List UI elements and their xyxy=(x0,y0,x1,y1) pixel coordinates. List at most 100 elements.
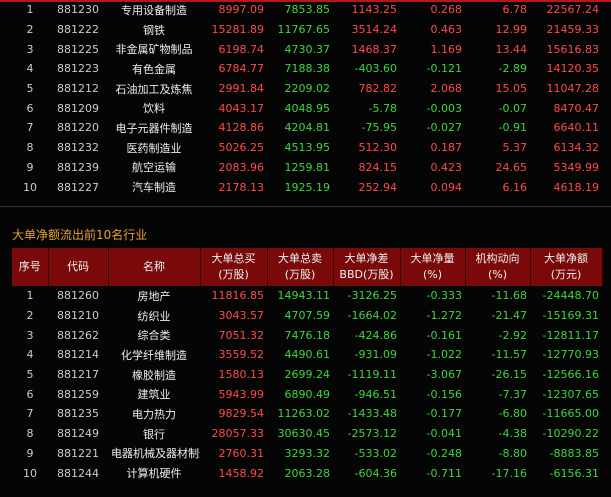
table-cell: 7 xyxy=(26,121,34,135)
table-cell: -15169.31 xyxy=(542,309,599,323)
table-cell: 21459.33 xyxy=(546,23,600,37)
table-cell: 881221 xyxy=(57,446,99,460)
column-header: 大单总买 (万股) xyxy=(200,248,268,286)
table-cell: -17.16 xyxy=(491,466,527,480)
table-cell: -946.51 xyxy=(354,387,397,401)
table-cell: 6.16 xyxy=(502,180,528,194)
table-cell: 2178.13 xyxy=(218,180,265,194)
header-text: (万股) xyxy=(284,268,316,281)
table-row: 8 881232 医药制造业 5026.25 4513.95 512.30 0.187 5.3… xyxy=(12,138,602,158)
table-cell: 4 xyxy=(26,62,34,76)
table-row: 1 881230 专用设备制造 8997.09 7853.85 1143.25 0.268 6… xyxy=(12,0,602,20)
table-cell: -6.80 xyxy=(498,407,527,421)
table-cell: -424.86 xyxy=(354,328,397,342)
header-text: (%) xyxy=(422,268,443,281)
table-row: 3 881262 综合类 7051.32 7476.18 -424.86 -0.161 -2.… xyxy=(12,325,602,345)
table-cell: 881262 xyxy=(57,328,99,342)
table-cell: 252.94 xyxy=(358,180,398,194)
table-cell: -0.027 xyxy=(426,121,462,135)
table-cell: 881214 xyxy=(57,348,99,362)
table-cell: 4513.95 xyxy=(284,141,331,155)
table-cell: 15.05 xyxy=(495,82,528,96)
table-cell: 1468.37 xyxy=(351,42,398,56)
table-cell: 11816.85 xyxy=(211,289,265,303)
header-text: BBD(万股) xyxy=(339,268,394,281)
table-cell: 电器机械及器材制造 xyxy=(111,447,200,461)
table-cell: 881223 xyxy=(57,62,99,76)
table-cell: -5.78 xyxy=(368,101,397,115)
table-cell: 881260 xyxy=(57,289,99,303)
table-cell: 3514.24 xyxy=(351,23,398,37)
table-cell: 10 xyxy=(23,180,37,194)
table-cell: -1.022 xyxy=(426,348,462,362)
table-cell: 9829.54 xyxy=(218,407,265,421)
table-cell: -0.003 xyxy=(426,101,462,115)
table-row: 9 881221 电器机械及器材制造 2760.31 3293.32 -533.02 -0.… xyxy=(12,444,602,464)
table-cell: -4.38 xyxy=(498,427,527,441)
table-cell: -0.156 xyxy=(426,387,462,401)
table-cell: 专用设备制造 xyxy=(121,3,187,17)
table-cell: -0.91 xyxy=(498,121,527,135)
table-row: 3 881225 非金属矿物制品 6198.74 4730.37 1468.37 1.169… xyxy=(12,39,602,59)
table-cell: 881212 xyxy=(57,82,99,96)
header-text: (万股) xyxy=(218,268,249,281)
table-cell: 15616.83 xyxy=(546,42,600,56)
header-text: 序号 xyxy=(18,260,41,273)
table-cell: 14943.11 xyxy=(277,289,331,303)
table-cell: 881230 xyxy=(57,3,99,17)
table-cell: 881209 xyxy=(57,101,99,115)
table-cell: -21.47 xyxy=(491,309,527,323)
table-cell: -0.177 xyxy=(426,407,462,421)
table-cell: 钢铁 xyxy=(143,23,165,37)
table-cell: -604.36 xyxy=(354,466,397,480)
table-cell: 6640.11 xyxy=(553,121,600,135)
table-cell: 航空运输 xyxy=(132,161,176,175)
table-cell: 1925.19 xyxy=(284,180,331,194)
divider xyxy=(0,206,611,207)
table-cell: 1.169 xyxy=(430,42,463,56)
table-row: 6 881209 饮料 4043.17 4048.95 -5.78 -0.003 -0.07 8… xyxy=(12,98,602,118)
header-text: 名称 xyxy=(143,260,165,273)
table-cell: -24448.70 xyxy=(542,289,599,303)
table-cell: 5 xyxy=(26,368,34,382)
table-cell: -12566.16 xyxy=(542,368,599,382)
table-cell: -0.711 xyxy=(426,466,462,480)
table-cell: -26.15 xyxy=(491,368,527,382)
table-row: 9 881239 航空运输 2083.96 1259.81 824.15 0.423 24.6… xyxy=(12,158,602,178)
table-cell: 石油加工及炼焦 xyxy=(115,82,193,96)
table-cell: 2209.02 xyxy=(284,82,331,96)
table-cell: 0.268 xyxy=(430,3,463,17)
table-cell: 5.37 xyxy=(502,141,528,155)
table-cell: 化学纤维制造 xyxy=(121,348,187,362)
table-cell: 11263.02 xyxy=(277,407,331,421)
table-cell: 4 xyxy=(26,348,34,362)
table-cell: 3 xyxy=(26,328,34,342)
table-row: 4 881214 化学纤维制造 3559.52 4490.61 -931.09 -1.022… xyxy=(12,345,602,365)
header-text: 大单净差 xyxy=(344,252,389,265)
table-cell: 881222 xyxy=(57,23,99,37)
table-cell: 6784.77 xyxy=(218,62,265,76)
table-cell: 4048.95 xyxy=(284,101,331,115)
table-cell: -2.92 xyxy=(498,328,527,342)
table-row: 10 881244 计算机硬件 1458.92 2063.28 -604.36 -0.711… xyxy=(12,463,602,483)
table-cell: 6 xyxy=(26,101,34,115)
table-cell: 银行 xyxy=(143,427,165,441)
table-cell: 881217 xyxy=(57,368,99,382)
table-cell: 881249 xyxy=(57,427,99,441)
header-text: 机构动向 xyxy=(475,252,520,265)
table-cell: -403.60 xyxy=(354,62,397,76)
table-cell: 纺织业 xyxy=(137,309,171,323)
table-cell: 6134.32 xyxy=(553,141,600,155)
table-cell: 2991.84 xyxy=(218,82,265,96)
table-cell: 5026.25 xyxy=(218,141,265,155)
table-cell: 7188.38 xyxy=(284,62,331,76)
table-cell: 7051.32 xyxy=(218,328,265,342)
table-row: 10 881227 汽车制造 2178.13 1925.19 252.94 0.094 6.1… xyxy=(12,177,602,197)
table-cell: 824.15 xyxy=(358,160,398,174)
outflow-table: 序号 代码 名称 大单总买 (万股) 大单总卖 (万股) 大单净差 BBD(万股) 大单净量 (%)… xyxy=(12,248,603,483)
table-cell: 30630.45 xyxy=(277,427,331,441)
table-cell: 1143.25 xyxy=(351,3,398,17)
table-cell: 0.463 xyxy=(430,23,463,37)
table-cell: 10 xyxy=(23,466,37,480)
